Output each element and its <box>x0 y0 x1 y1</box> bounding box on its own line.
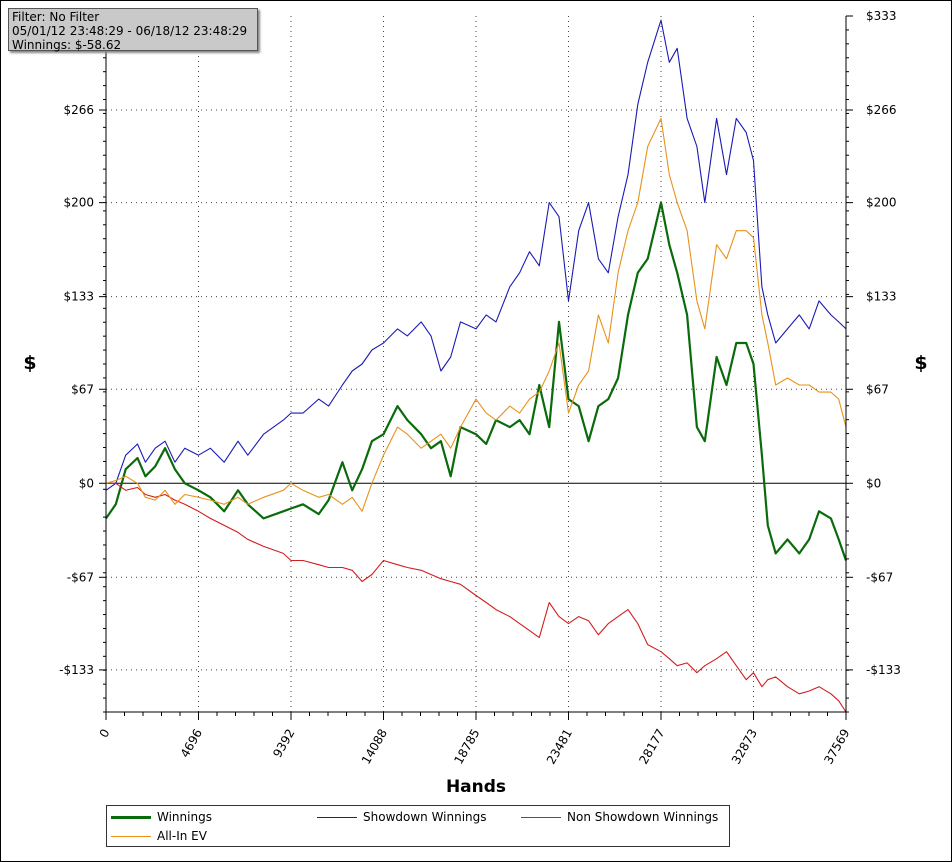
y-tick-label-left: $133 <box>63 290 94 304</box>
legend-label-winnings: Winnings <box>157 810 212 824</box>
y-tick-label-right: $67 <box>866 382 889 396</box>
y-tick-label-right: -$133 <box>866 663 901 677</box>
legend-item-non-showdown-winnings: Non Showdown Winnings <box>521 809 718 825</box>
x-tick-label: 18785 <box>451 727 482 767</box>
y-tick-label-right: $200 <box>866 196 897 210</box>
x-tick-label: 32873 <box>729 727 760 767</box>
legend-label-non-showdown: Non Showdown Winnings <box>567 810 719 824</box>
x-axis-title: Hands <box>446 777 506 797</box>
legend-swatch-winnings <box>111 815 151 819</box>
legend-swatch-non-showdown <box>521 816 561 818</box>
legend-item-winnings: Winnings <box>111 809 212 825</box>
y-tick-label-right: $0 <box>866 476 881 490</box>
y-tick-label-left: -$67 <box>67 570 94 584</box>
y-tick-label-left: $266 <box>63 103 94 117</box>
x-tick-label: 23481 <box>544 727 575 767</box>
legend-item-all-in-ev: All-In EV <box>111 828 207 844</box>
x-tick-label: 9392 <box>270 727 297 760</box>
y-tick-label-right: -$67 <box>866 570 893 584</box>
grid-layer <box>106 16 846 712</box>
y-tick-label-left: $67 <box>71 382 94 396</box>
series-line-all-in-ev <box>105 117 847 512</box>
y-tick-label-right: $333 <box>866 9 897 23</box>
legend-label-all-in-ev: All-In EV <box>157 829 207 843</box>
legend-item-showdown-winnings: Showdown Winnings <box>317 809 487 825</box>
filter-text: Filter: No Filter <box>12 10 100 24</box>
x-tick-label: 28177 <box>636 727 667 767</box>
x-tick-label: 0 <box>97 727 113 741</box>
legend-label-showdown: Showdown Winnings <box>363 810 487 824</box>
x-tick-label: 4696 <box>178 727 205 760</box>
y-tick-label-right: $133 <box>866 290 897 304</box>
chart-legend: Winnings Showdown Winnings Non Showdown … <box>106 805 730 847</box>
date-range-text: 05/01/12 23:48:29 - 06/18/12 23:48:29 <box>12 24 248 38</box>
winnings-total-text: Winnings: $-58.62 <box>12 38 122 52</box>
series-line-winnings <box>105 201 848 561</box>
info-box: Filter: No Filter 05/01/12 23:48:29 - 06… <box>8 8 258 52</box>
y-tick-label-left: -$133 <box>59 663 94 677</box>
y-tick-label-right: $266 <box>866 103 897 117</box>
series-line-showdown-winnings <box>105 19 847 491</box>
x-tick-label: 37569 <box>821 727 852 767</box>
series-layer <box>105 19 848 713</box>
y-axis-title-left: $ <box>23 352 36 374</box>
legend-swatch-all-in-ev <box>111 835 151 837</box>
x-tick-label: 14088 <box>359 727 390 767</box>
series-line-non-showdown-winnings <box>106 482 847 713</box>
ticks-layer: $333$333$266$266$200$200$133$133$67$67$0… <box>59 9 901 767</box>
legend-swatch-showdown <box>317 816 357 818</box>
y-tick-label-left: $200 <box>63 196 94 210</box>
axes-layer <box>99 15 853 720</box>
y-axis-title-right: $ <box>914 352 927 374</box>
y-tick-label-left: $0 <box>79 476 94 490</box>
